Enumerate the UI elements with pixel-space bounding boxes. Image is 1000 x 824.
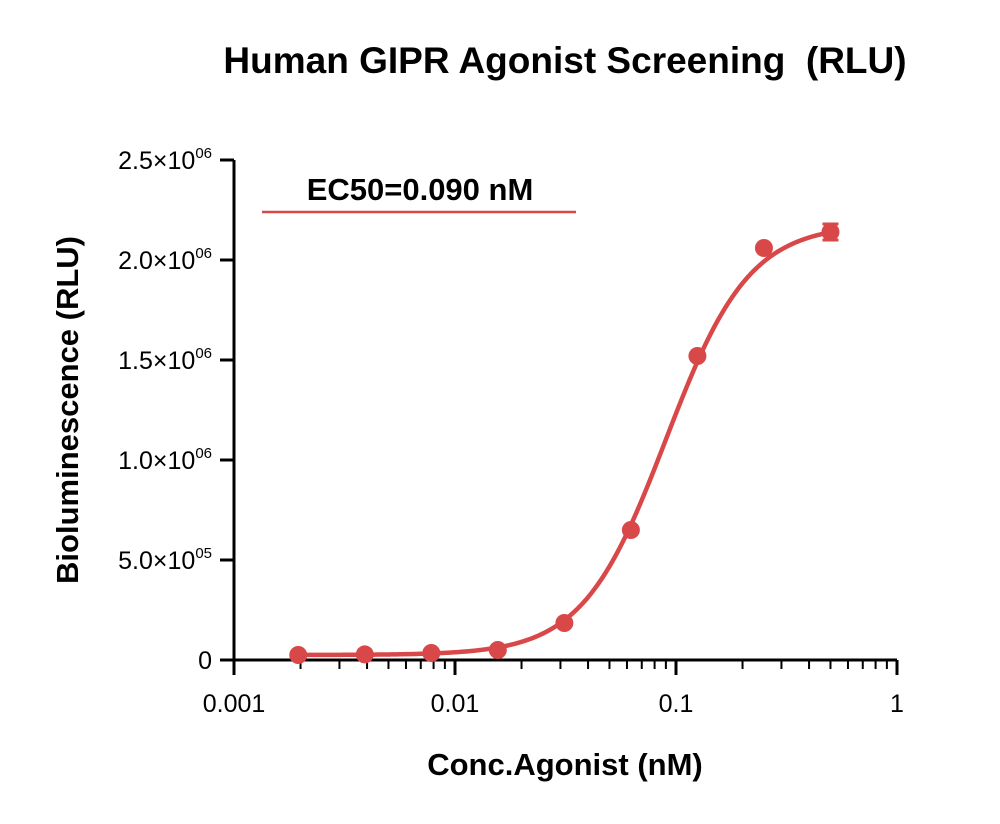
x-tick-label-0: 0.001 bbox=[203, 690, 266, 718]
data-point bbox=[555, 614, 574, 632]
y-tick-mantissa-5: 2.5×10 bbox=[118, 147, 195, 175]
data-point bbox=[488, 641, 507, 659]
fit-curve bbox=[298, 229, 831, 658]
y-tick-label-5: 2.5×1006 bbox=[118, 145, 212, 175]
data-points bbox=[289, 223, 840, 664]
y-tick-label-2: 1.0×1006 bbox=[118, 445, 212, 475]
data-point bbox=[754, 239, 773, 257]
data-point bbox=[289, 646, 308, 664]
y-axis-title: Bioluminescence (RLU) bbox=[50, 236, 85, 584]
data-point bbox=[355, 645, 374, 664]
x-tick-label-3: 1 bbox=[890, 690, 904, 718]
ec50-annotation: EC50=0.090 nM bbox=[307, 172, 534, 207]
y-tick-exponent-4: 06 bbox=[195, 245, 212, 262]
y-tick-mantissa-4: 2.0×10 bbox=[118, 247, 195, 275]
x-tick-label-1: 0.01 bbox=[431, 690, 480, 718]
y-tick-exponent-1: 05 bbox=[195, 545, 212, 562]
y-tick-label-3: 1.5×1006 bbox=[118, 345, 212, 375]
y-tick-label-1: 5.0×1005 bbox=[118, 545, 212, 575]
y-ticks: 05.0×10051.0×10061.5×10062.0×10062.5×100… bbox=[118, 145, 234, 675]
data-point bbox=[422, 644, 441, 662]
y-tick-exponent-5: 06 bbox=[195, 145, 212, 162]
y-tick-mantissa-0: 0 bbox=[198, 647, 212, 675]
x-axis-title: Conc.Agonist (nM) bbox=[427, 747, 703, 782]
y-tick-mantissa-2: 1.0×10 bbox=[118, 447, 195, 475]
x-tick-label-2: 0.1 bbox=[659, 690, 694, 718]
y-tick-mantissa-3: 1.5×10 bbox=[118, 347, 195, 375]
data-point bbox=[688, 347, 707, 365]
data-point bbox=[821, 223, 840, 241]
y-tick-label-0: 0 bbox=[198, 647, 212, 675]
y-tick-exponent-2: 06 bbox=[195, 445, 212, 462]
chart-title: Human GIPR Agonist Screening (RLU) bbox=[223, 40, 907, 81]
y-tick-exponent-3: 06 bbox=[195, 345, 212, 362]
y-tick-label-4: 2.0×1006 bbox=[118, 245, 212, 275]
y-tick-mantissa-1: 5.0×10 bbox=[118, 547, 195, 575]
x-ticks: 0.001 0.01 0.1 1 bbox=[203, 660, 904, 718]
data-point bbox=[621, 521, 640, 539]
